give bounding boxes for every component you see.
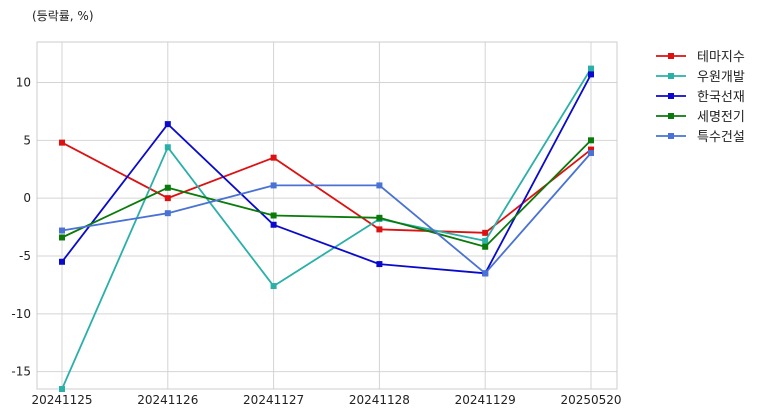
data-point (59, 227, 65, 234)
data-point (482, 270, 489, 277)
grid (37, 42, 617, 389)
data-point (270, 221, 277, 228)
x-tick-label: 20241129 (455, 393, 516, 407)
data-point (376, 182, 383, 189)
legend-item: 테마지수 (656, 50, 745, 65)
data-point (270, 212, 277, 219)
legend-swatch-marker (668, 133, 674, 139)
data-point (588, 150, 594, 157)
y-tick-label: 10 (16, 75, 31, 89)
data-point (482, 243, 489, 250)
legend-swatch-marker (668, 93, 674, 99)
data-point (59, 139, 65, 146)
data-point (376, 261, 383, 268)
series (59, 65, 594, 392)
series (59, 71, 594, 277)
x-tick-label: 20241125 (31, 393, 92, 407)
y-tick-label: -5 (19, 249, 31, 263)
series-line (61, 139, 592, 248)
data-point (588, 71, 594, 78)
unit-label: (등락률, %) (32, 9, 94, 23)
legend-label: 특수건설 (697, 130, 745, 145)
data-point (588, 146, 594, 153)
series (59, 137, 594, 250)
data-point (59, 258, 65, 265)
x-tick-label: 20241126 (137, 393, 198, 407)
data-point (164, 144, 171, 151)
data-point (270, 154, 277, 161)
legend-item: 한국선재 (656, 90, 745, 105)
series-line (61, 68, 592, 390)
legend-swatch-marker (668, 73, 674, 79)
y-tick-label: -10 (11, 307, 31, 321)
series (59, 150, 594, 277)
x-tick-label: 20241127 (243, 393, 304, 407)
series-line (61, 152, 592, 275)
y-tick-label: 0 (23, 191, 31, 205)
legend-label: 세명전기 (697, 110, 745, 125)
legend-label: 테마지수 (697, 50, 745, 65)
x-tick-label: 20241128 (349, 393, 410, 407)
legend-label: 한국선재 (697, 90, 745, 105)
data-point (59, 234, 65, 241)
y-tick-label: 5 (23, 133, 31, 147)
legend-item: 특수건설 (656, 130, 745, 145)
data-point (164, 121, 171, 128)
data-point (164, 184, 171, 191)
data-point (482, 237, 489, 244)
x-tick-label: 20250520 (560, 393, 621, 407)
plot-frame (36, 41, 618, 390)
data-point (270, 182, 277, 189)
legend-item: 우원개발 (656, 70, 745, 85)
data-point (588, 65, 594, 72)
data-point (376, 226, 383, 233)
data-point (59, 386, 65, 392)
data-point (588, 137, 594, 144)
legend-swatch-marker (668, 113, 674, 119)
legend-swatch-marker (668, 53, 674, 59)
legend-item: 세명전기 (656, 110, 745, 125)
legend-label: 우원개발 (697, 70, 745, 85)
data-point (270, 283, 277, 290)
data-point (482, 229, 489, 236)
data-point (376, 214, 383, 221)
data-point (164, 210, 171, 217)
series-layer (59, 65, 594, 392)
data-point (164, 195, 171, 202)
series-line (61, 73, 592, 275)
y-tick-label: -15 (11, 365, 31, 379)
